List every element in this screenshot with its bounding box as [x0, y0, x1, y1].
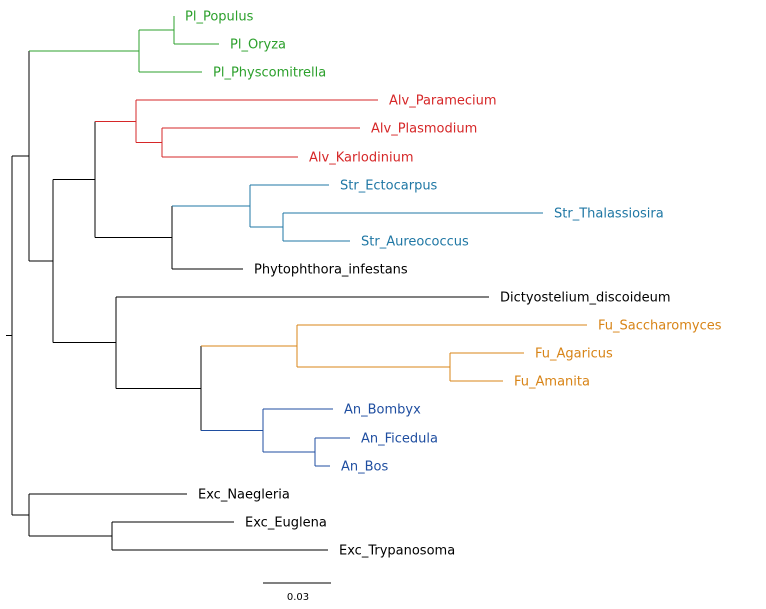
leaf-label-oryza: Pl_Oryza: [230, 38, 286, 53]
leaf-labels: Pl_Populus Pl_Oryza Pl_Physcomitrella Alv_P…: [185, 10, 722, 559]
leaf-label-saccharomyces: Fu_Saccharomyces: [598, 319, 722, 334]
leaf-label-naegleria: Exc_Naegleria: [198, 488, 290, 503]
leaf-label-ectocarpus: Str_Ectocarpus: [340, 179, 438, 194]
leaf-label-amanita: Fu_Amanita: [514, 375, 590, 390]
scale-bar-label: 0.03: [287, 592, 309, 603]
leaf-label-dictyostelium: Dictyostelium_discoideum: [500, 291, 671, 306]
leaf-label-ficedula: An_Ficedula: [361, 432, 438, 447]
leaf-label-euglena: Exc_Euglena: [245, 516, 327, 531]
leaf-label-physcomitrella: Pl_Physcomitrella: [213, 66, 326, 81]
leaf-label-paramecium: Alv_Paramecium: [389, 94, 497, 109]
leaf-label-agaricus: Fu_Agaricus: [535, 347, 613, 362]
leaf-label-aureococcus: Str_Aureococcus: [361, 235, 469, 250]
scale-bar: 0.03: [263, 582, 331, 603]
leaf-label-bos: An_Bos: [341, 460, 389, 475]
leaf-label-plasmodium: Alv_Plasmodium: [371, 122, 477, 137]
leaf-label-trypanosoma: Exc_Trypanosoma: [339, 544, 455, 559]
leaf-label-bombyx: An_Bombyx: [344, 403, 421, 418]
leaf-label-karlodinium: Alv_Karlodinium: [309, 151, 414, 166]
leaf-label-populus: Pl_Populus: [185, 10, 254, 25]
leaf-label-thalassiosira: Str_Thalassiosira: [554, 207, 664, 222]
tree-branches: [6, 16, 587, 551]
leaf-label-phytophthora: Phytophthora_infestans: [254, 263, 408, 278]
